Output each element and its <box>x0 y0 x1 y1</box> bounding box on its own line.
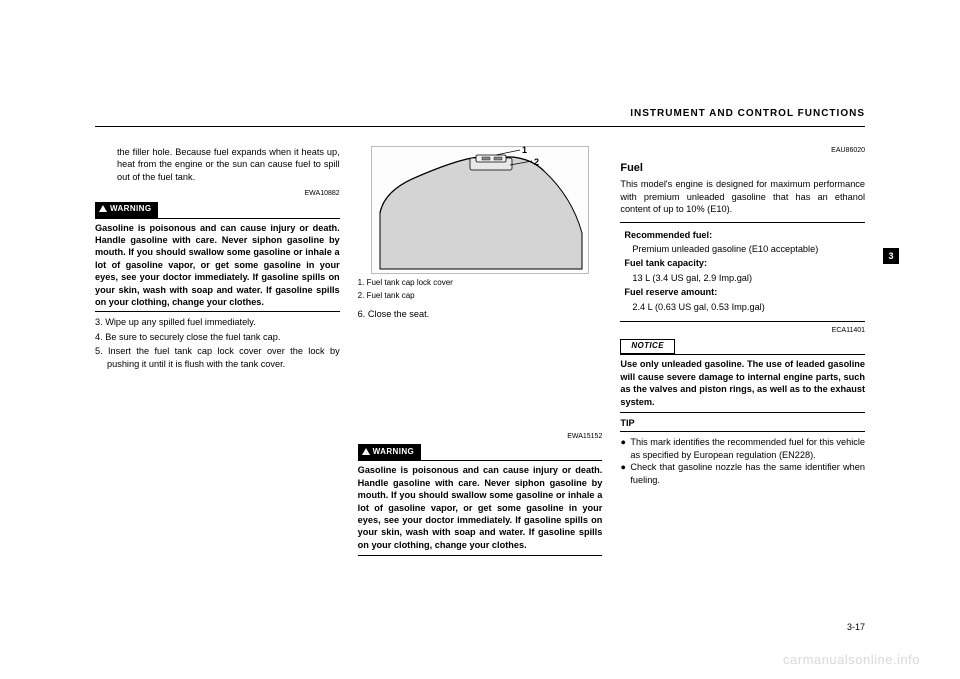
page-number: 3-17 <box>847 622 865 632</box>
header-title: INSTRUMENT AND CONTROL FUNCTIONS <box>630 108 865 119</box>
separator-rule-2 <box>358 555 603 556</box>
spec-bottom-rule <box>620 321 865 322</box>
tip-label: TIP <box>620 417 865 429</box>
column-left: the filler hole. Because fuel expands wh… <box>95 146 340 560</box>
notice-id: ECA11401 <box>620 326 865 335</box>
bullet-icon: ● <box>620 461 630 486</box>
tank-illustration <box>372 147 590 275</box>
header-rule <box>95 126 865 127</box>
warning-text-2: WARNING <box>373 447 414 456</box>
fig-callout-2: 2 <box>534 156 539 168</box>
warning-text: WARNING <box>110 204 151 213</box>
warning-icon-2 <box>362 448 370 455</box>
spec-res: 2.4 L (0.63 US gal, 0.53 Imp.gal) <box>624 301 861 313</box>
warning-icon <box>99 205 107 212</box>
tip-text-2: Check that gasoline nozzle has the same … <box>630 461 865 486</box>
fig-callout-1: 1 <box>522 144 527 156</box>
notice-label: NOTICE <box>620 339 675 355</box>
spec-cap: 13 L (3.4 US gal, 2.9 Imp.gal) <box>624 272 861 284</box>
notice-body: Use only unleaded gasoline. The use of l… <box>620 358 865 408</box>
warning-rule-2 <box>358 460 603 461</box>
section-id: EAU86020 <box>620 146 865 155</box>
warning-rule <box>95 218 340 219</box>
watermark: carmanualsonline.info <box>783 652 920 667</box>
col1-p1: the filler hole. Because fuel expands wh… <box>117 146 340 183</box>
section-title: Fuel <box>620 161 865 176</box>
spec-box: Recommended fuel: Premium unleaded gasol… <box>620 227 865 318</box>
separator-rule-3 <box>620 412 865 413</box>
separator-rule <box>95 311 340 312</box>
warning-label: WARNING <box>95 202 158 218</box>
notice-rule <box>620 354 865 355</box>
page-tab: 3 <box>883 248 899 264</box>
col2-warning-body: Gasoline is poisonous and can cause inju… <box>358 464 603 551</box>
col1-step3: 3. Wipe up any spilled fuel immediately. <box>95 316 340 328</box>
fig-caption-1: 1. Fuel tank cap lock cover <box>358 278 603 289</box>
fuel-cap-figure: 1 2 <box>371 146 589 274</box>
warning-id-2: EWA15152 <box>358 432 603 441</box>
col3-p1: This model's engine is designed for maxi… <box>620 178 865 215</box>
tip-bullet-1: ● This mark identifies the recommended f… <box>620 436 865 461</box>
col1-step4: 4. Be sure to securely close the fuel ta… <box>95 331 340 343</box>
warning-label-2: WARNING <box>358 444 421 460</box>
bullet-icon: ● <box>620 436 630 461</box>
fig-caption-2: 2. Fuel tank cap <box>358 291 603 302</box>
spec-res-label: Fuel reserve amount: <box>624 286 861 298</box>
warning-id: EWA10882 <box>95 189 340 198</box>
col2-step6: 6. Close the seat. <box>358 308 603 320</box>
spec-top-rule <box>620 222 865 223</box>
column-right: EAU86020 Fuel This model's engine is des… <box>620 146 865 560</box>
col1-step5: 5. Insert the fuel tank cap lock cover o… <box>95 345 340 370</box>
spec-fuel: Premium unleaded gasoline (E10 acceptabl… <box>624 243 861 255</box>
column-middle: 1 2 1. Fuel tank cap lock cover 2. Fuel … <box>358 146 603 560</box>
spec-cap-label: Fuel tank capacity: <box>624 257 861 269</box>
tip-bullet-2: ● Check that gasoline nozzle has the sam… <box>620 461 865 486</box>
tip-rule <box>620 431 865 432</box>
spec-fuel-label: Recommended fuel: <box>624 229 861 241</box>
tip-text-1: This mark identifies the recommended fue… <box>630 436 865 461</box>
col1-warning-body: Gasoline is poisonous and can cause inju… <box>95 222 340 309</box>
